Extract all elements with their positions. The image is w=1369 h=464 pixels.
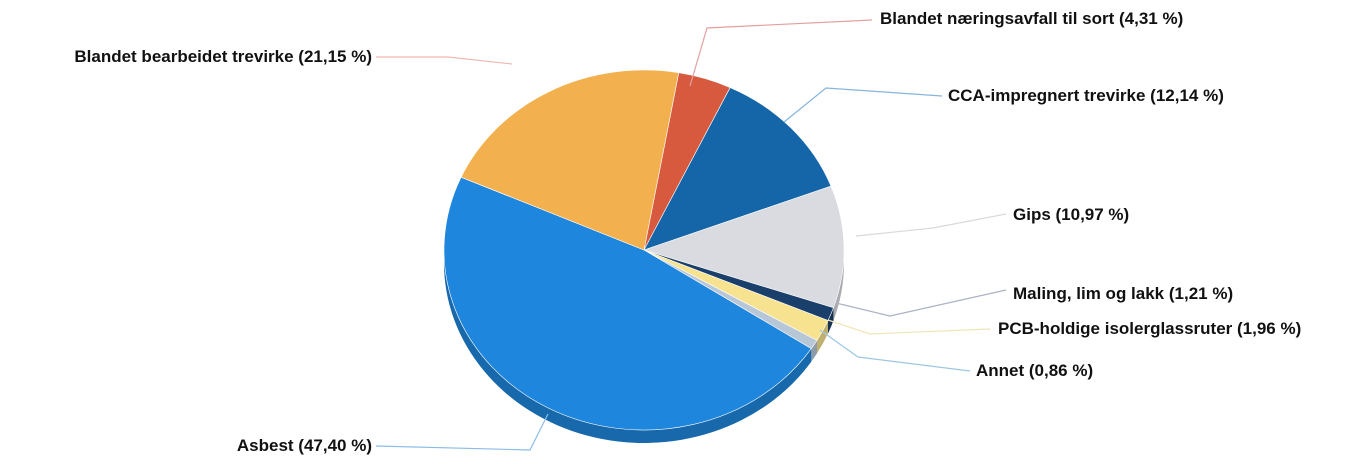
leader-lines [375, 19, 1007, 451]
leader-line [376, 56, 513, 65]
leader-line [375, 413, 549, 451]
data-label: CCA-impregnert trevirke (12,14 %) [948, 86, 1224, 105]
data-label: Blandet næringsavfall til sort (4,31 %) [880, 9, 1183, 28]
pie-slice-side [816, 320, 829, 354]
pie-slices [443, 69, 845, 431]
pie-slice-side [811, 340, 817, 362]
data-label: Asbest (47,40 %) [237, 436, 372, 455]
data-label: Gips (10,97 %) [1013, 205, 1129, 224]
pie-slice [443, 176, 812, 431]
pie-slice [643, 87, 832, 251]
pie-slice [643, 185, 845, 309]
leader-line [689, 19, 873, 87]
leader-line [819, 329, 971, 372]
data-label: PCB-holdige isolerglassruter (1,96 %) [998, 319, 1301, 338]
data-labels: Blandet næringsavfall til sort (4,31 %) C… [74, 9, 1301, 455]
data-label: Blandet bearbeidet trevirke (21,15 %) [74, 47, 372, 66]
pie-slice [460, 69, 680, 251]
leader-line [827, 319, 991, 335]
data-label: Annet (0,86 %) [976, 361, 1093, 380]
leader-line [835, 289, 1007, 317]
leader-line [783, 87, 943, 123]
data-label: Maling, lim og lakk (1,21 %) [1013, 284, 1233, 303]
leader-line [855, 213, 1007, 237]
